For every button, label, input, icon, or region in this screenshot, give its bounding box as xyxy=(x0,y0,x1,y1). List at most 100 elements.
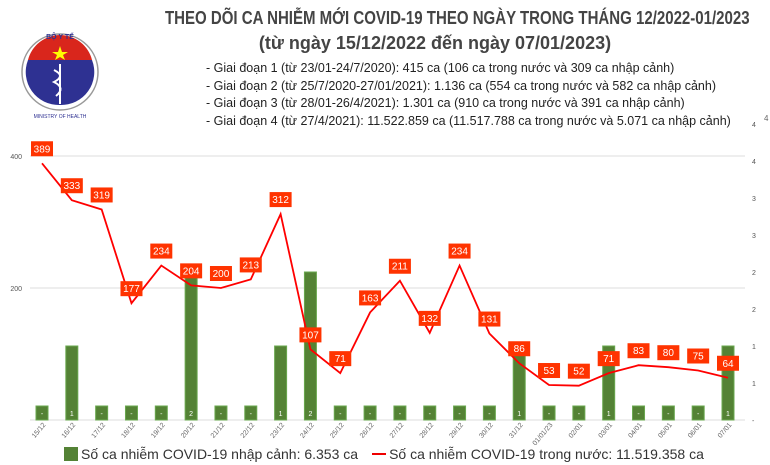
line-label-box xyxy=(388,258,411,274)
line-value-label: 211 xyxy=(392,262,408,273)
bar-value-label: - xyxy=(160,411,163,418)
bar-value-label: - xyxy=(369,411,372,418)
bar-imported xyxy=(274,345,288,421)
bar-imported xyxy=(184,271,198,421)
bar-value-label: 1 xyxy=(70,411,74,418)
line-value-label: 333 xyxy=(63,181,80,192)
line-value-label: 53 xyxy=(543,366,555,377)
line-value-label: 71 xyxy=(335,354,347,365)
line-data-label: 75 xyxy=(687,348,710,364)
x-tick-label: 16/12 xyxy=(61,422,78,440)
line-value-label: 389 xyxy=(34,144,51,155)
legend-swatch-line xyxy=(372,453,387,455)
line-label-box xyxy=(597,351,620,367)
bar-value-label: - xyxy=(578,411,581,418)
line-label-box xyxy=(90,187,113,203)
phase-notes: - Giai đoạn 1 (từ 23/01-24/7/2020): 415 … xyxy=(206,60,731,130)
line-label-box xyxy=(478,311,501,327)
bar-value-label: 1 xyxy=(279,411,283,418)
x-tick-label: 05/01 xyxy=(657,422,674,440)
line-label-box xyxy=(359,290,382,306)
svg-text:MINISTRY OF HEALTH: MINISTRY OF HEALTH xyxy=(34,114,87,120)
line-value-label: 234 xyxy=(451,247,468,258)
legend-label-domestic: Số ca nhiễm COVID-19 trong nước: 11.519.… xyxy=(389,446,704,462)
x-tick-label: 17/12 xyxy=(91,422,108,440)
x-tick-label: 07/01 xyxy=(717,422,734,440)
line-data-label: 131 xyxy=(478,311,501,327)
bar-value-label: - xyxy=(339,411,342,418)
x-tick-label: 19/12 xyxy=(150,422,167,440)
bar-value-label: - xyxy=(429,411,432,418)
line-data-label: 312 xyxy=(269,192,292,208)
note-2: - Giai đoạn 2 (từ 25/7/2020-27/01/2021):… xyxy=(206,78,716,93)
left-tick-label: 400 xyxy=(10,154,22,161)
line-label-box xyxy=(567,363,590,379)
line-label-box xyxy=(717,355,739,371)
x-tick-label: 30/12 xyxy=(478,422,495,440)
line-label-box xyxy=(120,281,143,297)
line-value-label: 52 xyxy=(573,367,585,378)
line-data-label: 83 xyxy=(627,343,650,359)
bar-imported xyxy=(482,405,496,421)
x-tick-label: 29/12 xyxy=(448,422,465,440)
bar-value-label: - xyxy=(130,411,133,418)
line-value-label: 80 xyxy=(663,348,675,359)
ministry-of-health-logo: BỘ Y TẾ MINISTRY OF HEALTH xyxy=(21,31,99,120)
bar-imported xyxy=(393,405,407,421)
line-label-box xyxy=(687,348,710,364)
line-data-label: 319 xyxy=(90,187,113,203)
bar-value-label: 2 xyxy=(308,411,312,418)
line-value-label: 200 xyxy=(213,269,230,280)
x-tick-label: 22/12 xyxy=(240,422,257,440)
x-tick-label: 21/12 xyxy=(210,422,227,440)
line-data-label: 211 xyxy=(388,258,411,274)
x-tick-label: 25/12 xyxy=(329,422,346,440)
right-tick-label: 2 xyxy=(752,270,756,277)
line-data-label: 107 xyxy=(299,327,322,343)
right-tick-label: 3 xyxy=(752,233,756,240)
line-value-label: 83 xyxy=(633,346,645,357)
x-tick-label: 28/12 xyxy=(419,422,436,440)
bar-value-label: 2 xyxy=(189,411,193,418)
x-tick-label: 26/12 xyxy=(359,422,376,440)
line-data-label: 52 xyxy=(567,363,590,379)
line-label-box xyxy=(239,257,262,273)
bar-imported xyxy=(124,405,138,421)
bar-imported xyxy=(512,345,526,421)
note-3: - Giai đoạn 3 (từ 28/01-26/4/2021): 1.30… xyxy=(206,96,685,110)
x-tick-label: 18/12 xyxy=(120,422,137,440)
line-value-label: 86 xyxy=(514,344,526,355)
x-tick-label: 04/01 xyxy=(627,422,644,440)
line-label-box xyxy=(418,310,441,326)
left-tick-label: 200 xyxy=(10,286,22,293)
line-label-box xyxy=(627,343,650,359)
line-label-box xyxy=(329,351,352,367)
bar-imported xyxy=(542,405,556,421)
line-data-label: 163 xyxy=(359,290,382,306)
chart-title: THEO DÕI CA NHIỄM MỚI COVID-19 THEO NGÀY… xyxy=(165,8,750,28)
line-value-label: 163 xyxy=(362,293,379,304)
x-tick-label: 03/01 xyxy=(598,422,615,440)
bar-imported xyxy=(632,405,646,421)
line-value-label: 213 xyxy=(242,260,259,271)
line-data-label: 80 xyxy=(657,345,680,361)
line-value-label: 71 xyxy=(603,354,615,365)
line-label-box xyxy=(180,263,203,279)
line-label-box xyxy=(299,327,322,343)
line-data-label: 200 xyxy=(209,266,232,281)
x-tick-label: 01/01/23 xyxy=(532,422,555,447)
bar-imported xyxy=(65,345,79,421)
bar-value-label: - xyxy=(667,411,670,418)
line-label-box xyxy=(657,345,680,361)
svg-text:BỘ Y TẾ: BỘ Y TẾ xyxy=(46,31,74,41)
bar-imported xyxy=(35,405,49,421)
bar-imported xyxy=(154,405,168,421)
right-tick-label: 1 xyxy=(752,344,756,351)
bar-value-label: - xyxy=(399,411,402,418)
line-value-label: 132 xyxy=(421,314,438,325)
line-data-label: 213 xyxy=(239,257,262,273)
bar-imported xyxy=(572,405,586,421)
line-value-label: 312 xyxy=(272,195,289,206)
bar-value-label: - xyxy=(488,411,491,418)
